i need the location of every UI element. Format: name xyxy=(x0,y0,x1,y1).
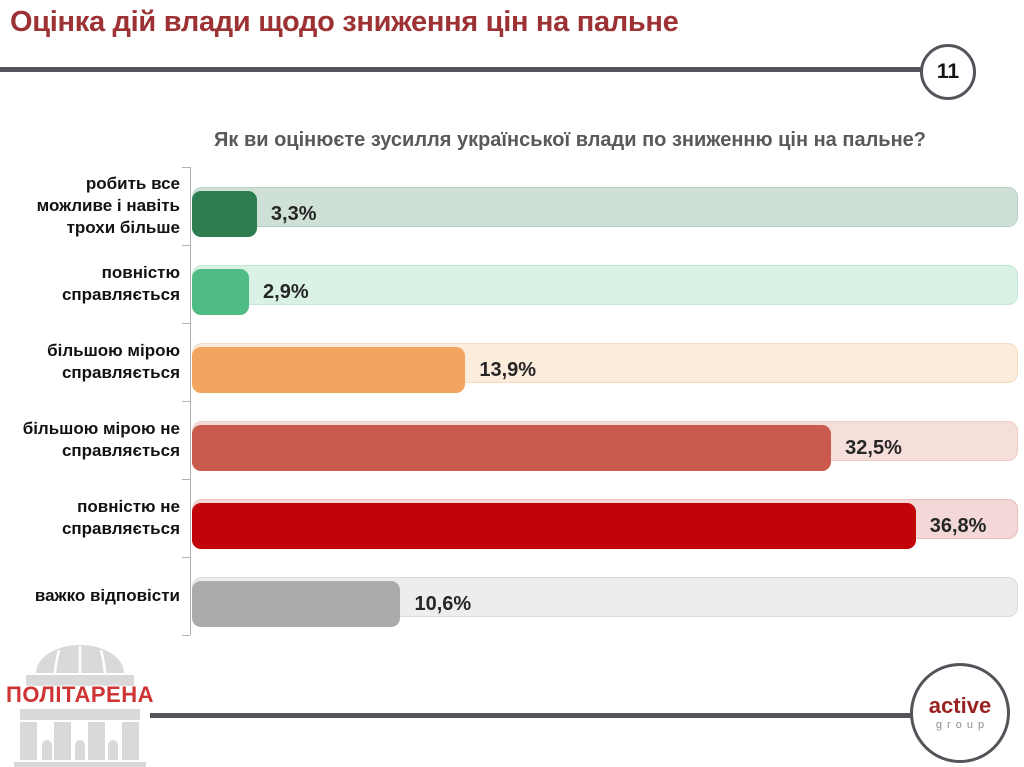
bar xyxy=(192,191,257,237)
chart-row: більшою мірою справляється 13,9% xyxy=(0,323,1024,401)
value-label: 3,3% xyxy=(270,203,317,225)
bar-area: 32,5% xyxy=(192,401,1018,479)
chart-row: важко відповісти 10,6% xyxy=(0,557,1024,635)
page-number: 11 xyxy=(936,60,960,83)
chart-row: повністю не справляється 36,8% xyxy=(0,479,1024,557)
value-label: 13,9% xyxy=(479,359,537,381)
active-group-name: active xyxy=(928,693,992,718)
slide-title: Оцінка дій влади щодо зниження цін на па… xyxy=(10,6,679,38)
axis-tick xyxy=(182,167,190,168)
value-label: 10,6% xyxy=(414,593,472,615)
active-group-badge: active group xyxy=(910,663,1010,763)
bar-track xyxy=(192,187,1018,227)
axis-tick xyxy=(182,401,190,402)
category-label: більшою мірою не справляється xyxy=(22,418,180,460)
value-label: 36,8% xyxy=(929,515,987,537)
chart-row: більшою мірою не справляється 32,5% xyxy=(0,401,1024,479)
value-label: 2,9% xyxy=(263,281,309,303)
bar xyxy=(192,503,916,549)
bar-area: 13,9% xyxy=(192,323,1018,401)
axis-tick xyxy=(182,245,190,246)
category-label: повністю не справляється xyxy=(61,496,180,538)
politarena-logo: ПОЛІТАРЕНА xyxy=(6,645,154,767)
category-label: важко відповісти xyxy=(34,585,180,605)
bar-area: 3,3% xyxy=(192,167,1018,245)
bar xyxy=(192,269,250,315)
axis-tick xyxy=(182,635,190,636)
category-label: робить все можливе і навіть трохи більше xyxy=(36,173,180,238)
bar-area: 36,8% xyxy=(192,479,1018,557)
chart-title: Як ви оцінюєте зусилля української влади… xyxy=(214,129,926,151)
bar xyxy=(192,425,832,471)
active-group-subtitle: group xyxy=(935,719,990,731)
axis-tick xyxy=(182,479,190,480)
chart-row: робить все можливе і навіть трохи більше… xyxy=(0,167,1024,245)
axis-tick xyxy=(182,557,190,558)
category-label: більшою мірою справляється xyxy=(47,340,180,382)
top-divider xyxy=(0,67,924,72)
page-number-badge: 11 xyxy=(920,44,976,100)
category-label: повністю справляється xyxy=(61,262,180,304)
category-axis xyxy=(182,167,191,636)
axis-tick xyxy=(182,323,190,324)
bar xyxy=(192,347,466,393)
bar-track xyxy=(192,265,1018,305)
parliament-building-icon xyxy=(14,645,146,767)
bar xyxy=(192,581,401,627)
bottom-divider xyxy=(150,713,913,718)
bar-chart: робить все можливе і навіть трохи більше… xyxy=(0,167,1024,636)
chart-row: повністю справляється 2,9% xyxy=(0,245,1024,323)
bar-area: 2,9% xyxy=(192,245,1018,323)
value-label: 32,5% xyxy=(845,437,902,459)
politarena-label: ПОЛІТАРЕНА xyxy=(6,682,154,707)
bar-area: 10,6% xyxy=(192,557,1018,635)
